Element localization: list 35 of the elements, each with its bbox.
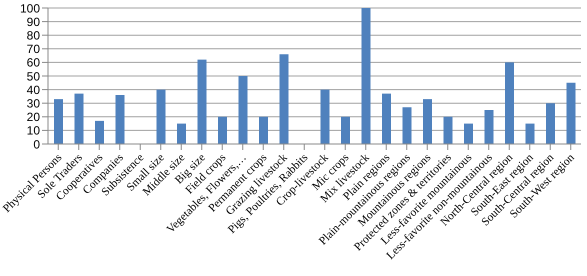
bar [74,94,84,144]
bar [156,90,166,144]
bar [444,116,452,144]
y-tick-label: 50 [26,69,40,84]
y-tick-label: 0 [33,137,40,152]
bar [341,116,350,144]
bar [54,99,63,144]
bar [566,82,576,144]
y-tick-label: 20 [26,110,40,124]
y-tick-label: 80 [26,28,40,42]
bar [218,116,227,144]
bar [259,116,268,144]
bar [546,103,555,144]
y-tick-label: 100 [20,1,40,16]
y-tick-label: 40 [26,82,40,97]
bar [382,94,391,144]
bar [116,95,124,144]
bar [505,62,514,144]
bar [402,107,412,144]
y-tick-label: 10 [26,124,40,138]
y-tick-label: 30 [26,96,40,110]
bar [238,76,248,144]
y-tick-label: 60 [26,56,40,70]
y-tick-label: 70 [26,42,40,56]
bar [95,120,104,144]
bar [198,60,206,144]
bar [423,99,432,144]
y-tick-label: 90 [26,14,40,29]
bar [484,110,494,144]
bar [362,8,370,144]
bar [280,54,288,144]
bar [526,124,534,144]
bar [177,124,186,144]
bar [464,124,473,144]
bar [320,90,330,144]
